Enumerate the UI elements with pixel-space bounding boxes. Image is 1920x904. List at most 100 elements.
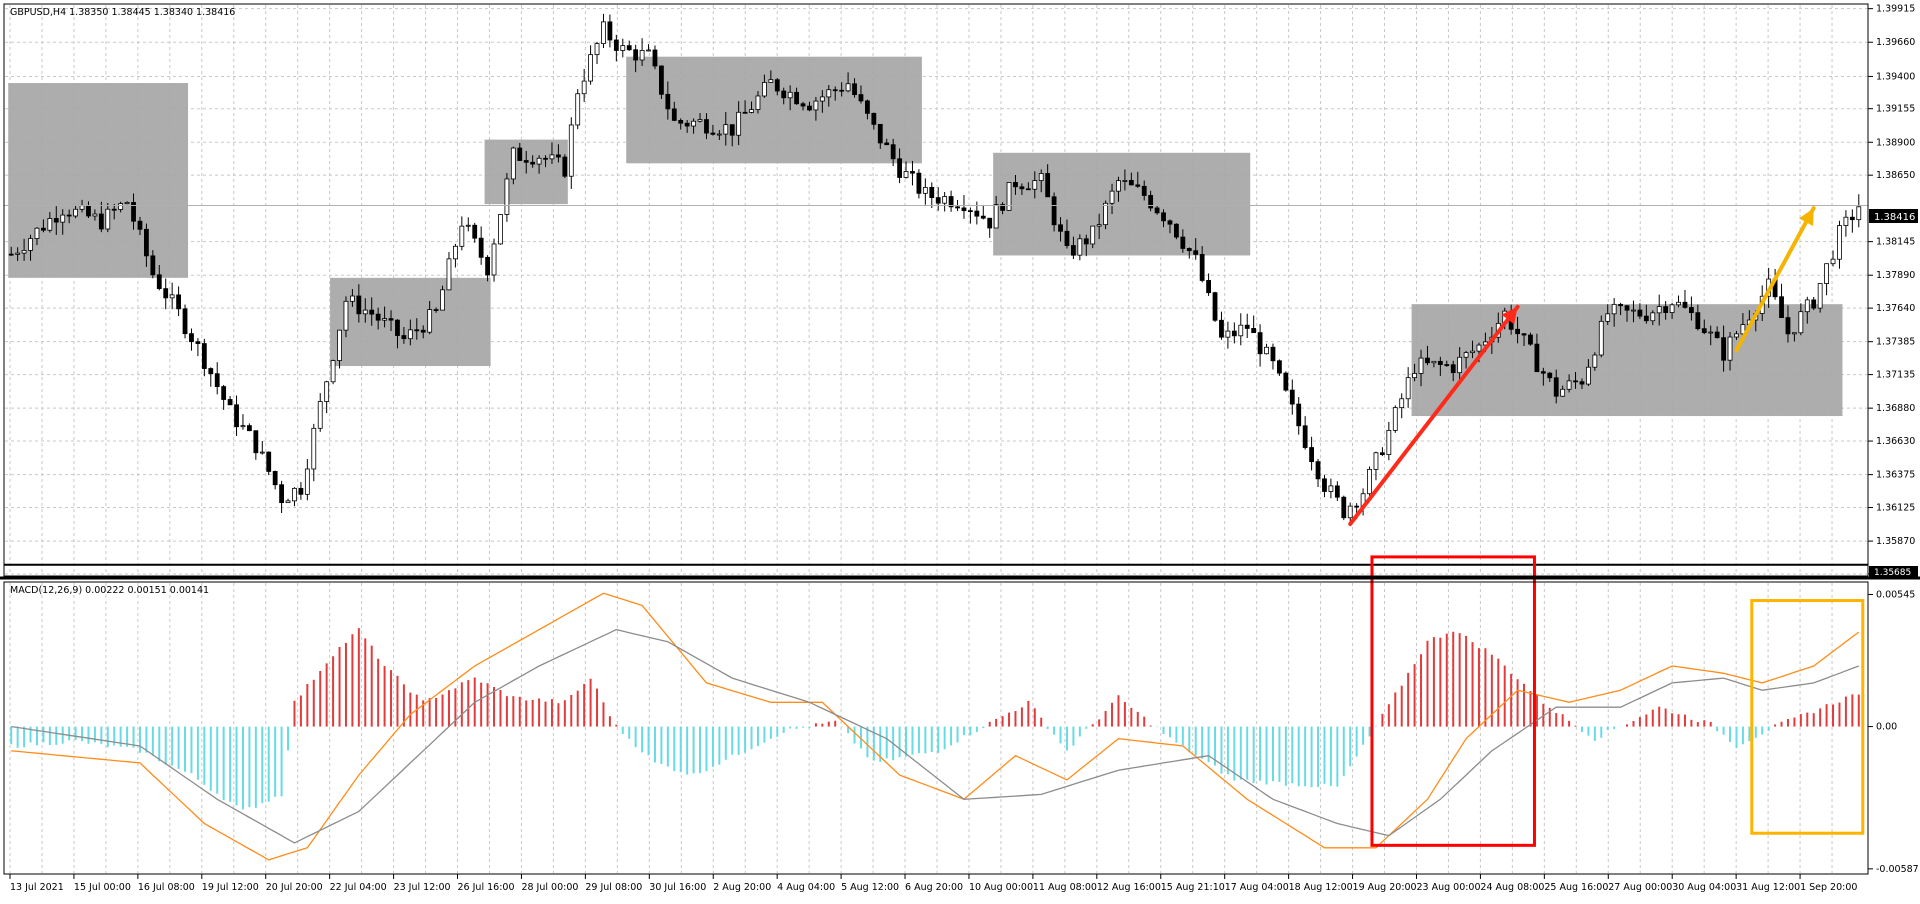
- candle-body: [813, 100, 819, 111]
- candle-body: [369, 309, 375, 315]
- candle-body: [568, 124, 574, 177]
- candle-body: [504, 178, 510, 215]
- price-tick-label: 1.37135: [1876, 370, 1915, 381]
- candle-body: [1418, 357, 1424, 374]
- candle-body: [478, 237, 484, 258]
- price-tick-label: 1.39155: [1876, 104, 1915, 115]
- candle-body: [652, 49, 658, 67]
- candle-body: [350, 295, 355, 302]
- candle-body: [935, 197, 941, 204]
- candle-body: [1714, 331, 1720, 339]
- candle-body: [195, 341, 201, 344]
- candle-body: [1463, 352, 1469, 358]
- highlight-boxes[interactable]: [1370, 555, 1865, 847]
- candle-body: [247, 425, 252, 432]
- trend-arrows[interactable]: [1348, 206, 1816, 526]
- candle-body: [839, 89, 845, 92]
- candle-body: [1167, 220, 1173, 225]
- candle-body: [1038, 173, 1044, 181]
- candle-body: [794, 91, 799, 105]
- time-tick-label: 13 Jul 2021: [10, 882, 64, 893]
- candle-body: [1347, 505, 1353, 519]
- candle-body: [259, 451, 265, 454]
- time-tick-label: 10 Aug 00:00: [969, 882, 1033, 893]
- range-box: [1411, 304, 1843, 417]
- candle-body: [807, 105, 812, 111]
- candle-body: [691, 120, 696, 127]
- candle-body: [150, 255, 156, 276]
- candle-body: [144, 228, 149, 257]
- time-tick-label: 26 Jul 16:00: [458, 882, 515, 893]
- candle-body: [1631, 309, 1636, 312]
- candle-body: [47, 218, 53, 231]
- candle-body: [433, 309, 439, 312]
- macd-title: MACD(12,26,9) 0.00222 0.00151 0.00141: [10, 585, 209, 596]
- candle-body: [897, 158, 902, 178]
- macd-tick-label: -0.00587: [1876, 864, 1919, 875]
- candle-body: [884, 142, 890, 146]
- signal-line: [11, 628, 1860, 844]
- candle-body: [826, 89, 832, 98]
- time-tick-label: 30 Jul 16:00: [649, 882, 706, 893]
- candle-body: [111, 208, 117, 211]
- candle-body: [234, 404, 239, 428]
- candle-body: [1450, 364, 1456, 374]
- range-box: [626, 56, 922, 164]
- candle-body: [1244, 324, 1250, 329]
- candle-body: [877, 123, 883, 144]
- candle-body: [723, 124, 729, 135]
- candle-body: [362, 309, 368, 315]
- price-tick-label: 1.36880: [1876, 403, 1915, 414]
- main-panel-frame: [3, 3, 1869, 577]
- candle-body: [774, 79, 780, 92]
- candle-body: [1837, 225, 1842, 260]
- candle-body: [1380, 452, 1385, 455]
- candle-body: [510, 147, 516, 180]
- candle-body: [1083, 238, 1089, 245]
- candle-body: [1141, 185, 1147, 196]
- candle-body: [1856, 206, 1862, 221]
- candle-body: [929, 187, 935, 198]
- candle-body: [28, 238, 33, 251]
- candle-body: [845, 83, 851, 92]
- candle-body: [1701, 328, 1707, 334]
- candle-body: [1560, 388, 1566, 397]
- price-tick-label: 1.37890: [1876, 270, 1915, 281]
- candle-body: [1354, 505, 1360, 508]
- time-tick-label: 25 Aug 16:00: [1544, 882, 1608, 893]
- candle-body: [749, 109, 754, 113]
- candle-body: [1804, 299, 1810, 313]
- candle-body: [1051, 196, 1057, 226]
- candle-body: [1689, 307, 1694, 314]
- candle-body: [1521, 333, 1527, 336]
- low-price-tag: [1869, 566, 1918, 578]
- candle-body: [465, 224, 471, 227]
- candle-body: [317, 401, 323, 429]
- time-tick-label: 11 Aug 08:00: [1033, 882, 1097, 893]
- candle-body: [646, 49, 651, 52]
- candle-body: [1708, 331, 1714, 334]
- candle-body: [671, 108, 677, 121]
- candle-body: [388, 318, 394, 321]
- candle-body: [440, 289, 445, 311]
- horizontal-lines[interactable]: [4, 204, 1868, 566]
- time-tick-label: 22 Jul 04:00: [330, 882, 387, 893]
- candle-body: [987, 217, 993, 229]
- candle-body: [60, 214, 66, 223]
- price-tick-label: 1.37385: [1876, 337, 1915, 348]
- candle-body: [1849, 216, 1855, 221]
- price-tick-label: 1.39660: [1876, 37, 1915, 48]
- candle-body: [1573, 380, 1578, 383]
- candle-body: [755, 95, 761, 110]
- candle-body: [395, 319, 400, 336]
- candle-body: [1431, 360, 1437, 364]
- candle-body: [15, 252, 21, 255]
- candle-body: [620, 45, 626, 51]
- candle-body: [1334, 485, 1340, 498]
- time-tick-label: 6 Aug 20:00: [905, 882, 963, 893]
- candle-body: [1270, 346, 1276, 362]
- candle-body: [659, 65, 664, 95]
- candle-body: [1251, 328, 1257, 334]
